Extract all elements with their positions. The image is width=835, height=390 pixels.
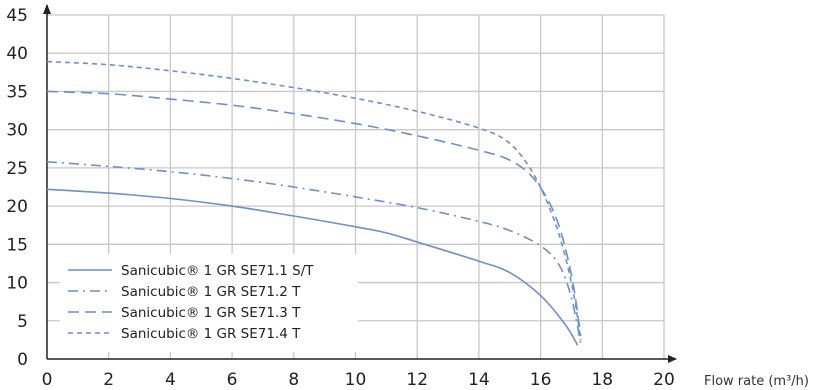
axes: [43, 4, 677, 363]
y-tick-label: 25: [6, 159, 28, 179]
y-tick-label: 15: [6, 235, 28, 255]
y-tick-label: 0: [17, 350, 28, 370]
x-tick-label: 2: [103, 370, 114, 390]
y-tick-label: 5: [17, 312, 28, 332]
x-tick-label: 20: [653, 370, 675, 390]
x-tick-label: 16: [530, 370, 552, 390]
series-line-2: [46, 161, 582, 344]
x-tick-label: 12: [406, 370, 428, 390]
x-tick-label: 10: [345, 370, 367, 390]
x-axis-arrow: [668, 355, 677, 363]
x-tick-label: 8: [288, 370, 299, 390]
legend-label-2: Sanicubic® 1 GR SE71.2 T: [121, 284, 301, 300]
y-tick-label: 45: [6, 6, 28, 26]
x-tick-label: 4: [165, 370, 176, 390]
legend-label-4: Sanicubic® 1 GR SE71.4 T: [121, 326, 301, 342]
x-tick-labels: 0 2 4 6 8 10 12 14 16 18 20: [42, 370, 675, 390]
x-tick-label: 6: [227, 370, 238, 390]
y-tick-label: 35: [6, 82, 28, 102]
x-tick-label: 18: [591, 370, 613, 390]
legend-label-1: Sanicubic® 1 GR SE71.1 S/T: [121, 263, 314, 279]
x-tick-label: 14: [468, 370, 490, 390]
y-tick-label: 30: [6, 121, 28, 141]
y-tick-labels: 0 5 10 15 20 25 30 35 40 45: [6, 6, 28, 370]
y-tick-label: 10: [6, 274, 28, 294]
series-line-1: [46, 188, 579, 346]
y-tick-label: 40: [6, 44, 28, 64]
series-lines: [46, 60, 582, 346]
y-axis-arrow: [43, 4, 51, 14]
series-line-4: [46, 60, 582, 341]
y-tick-label: 20: [6, 197, 28, 217]
x-tick-label: 0: [42, 370, 53, 390]
x-axis-label: Flow rate (m³/h): [704, 374, 809, 389]
legend: Sanicubic® 1 GR SE71.1 S/T Sanicubic® 1 G…: [60, 254, 358, 352]
legend-label-3: Sanicubic® 1 GR SE71.3 T: [121, 305, 301, 321]
series-line-3: [46, 90, 582, 337]
